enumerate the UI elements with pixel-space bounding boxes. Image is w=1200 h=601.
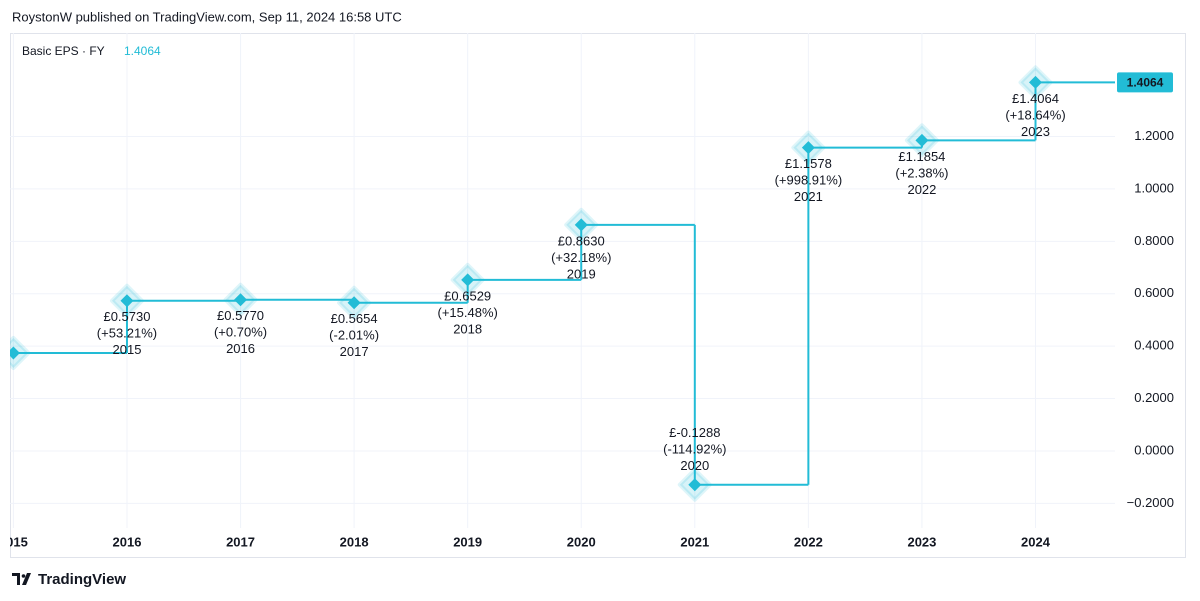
- last-value-badge: [1117, 72, 1173, 93]
- change-label: (-114.92%): [663, 442, 726, 457]
- legend-title: Basic EPS · FY: [22, 44, 105, 58]
- change-label: (+998.91%): [775, 173, 843, 188]
- chart-title: RoystonW published on TradingView.com, S…: [12, 9, 402, 24]
- x-tick-label: 2018: [340, 534, 369, 549]
- fiscal-year-label: 2021: [794, 189, 823, 204]
- point: [120, 294, 134, 308]
- y-tick-label: 0.0000: [1134, 442, 1174, 457]
- fiscal-year-label: 2023: [1021, 124, 1050, 139]
- point: [688, 478, 702, 492]
- x-tick-label: 2017: [226, 534, 255, 549]
- y-tick-label: 0.6000: [1134, 285, 1174, 300]
- y-tick-label: 0.2000: [1134, 390, 1174, 405]
- y-tick-label: −0.2000: [1127, 495, 1174, 510]
- fiscal-year-label: 2017: [340, 344, 369, 359]
- value-label: £0.5770: [217, 308, 264, 323]
- y-tick-label: 0.4000: [1134, 338, 1174, 353]
- point: [915, 133, 929, 147]
- value-label: £0.6529: [444, 288, 491, 303]
- brand-name: TradingView: [38, 571, 126, 588]
- change-label: (-2.01%): [329, 328, 379, 343]
- x-tick-label: 2023: [907, 534, 936, 549]
- fiscal-year-label: 2022: [907, 182, 936, 197]
- value-label: £0.5654: [331, 311, 378, 326]
- point: [10, 346, 20, 360]
- fiscal-year-label: 2018: [453, 321, 482, 336]
- panel-border: [10, 33, 1186, 558]
- point: [461, 273, 475, 287]
- value-label: £1.4064: [1012, 91, 1059, 106]
- change-label: (+0.70%): [214, 325, 267, 340]
- fiscal-year-label: 2020: [680, 458, 709, 473]
- change-label: (+18.64%): [1005, 107, 1065, 122]
- value-label: £-0.1288: [669, 425, 720, 440]
- value-label: £0.8630: [558, 233, 605, 248]
- value-label: £0.5730: [103, 309, 150, 324]
- brand-logo: [12, 573, 31, 585]
- change-label: (+15.48%): [438, 305, 498, 320]
- change-label: (+53.21%): [97, 326, 157, 341]
- point: [347, 296, 361, 310]
- x-tick-label: 2019: [453, 534, 482, 549]
- legend-value: 1.4064: [124, 44, 161, 58]
- y-tick-label: 0.8000: [1134, 233, 1174, 248]
- x-tick-label: 2022: [794, 534, 823, 549]
- x-tick-label: 2021: [680, 534, 709, 549]
- change-label: (+2.38%): [895, 165, 948, 180]
- x-tick-label: 2016: [113, 534, 142, 549]
- last-value-label: 1.4064: [1127, 76, 1164, 90]
- plot-area: 2015 2016 2017 2018 2019 2020 2021 2022 2023 2024…: [0, 33, 1115, 549]
- fiscal-year-label: 2015: [113, 342, 142, 357]
- point: [1029, 75, 1043, 89]
- fiscal-year-label: 2019: [567, 266, 596, 281]
- change-label: (+32.18%): [551, 250, 611, 265]
- value-label: £1.1578: [785, 156, 832, 171]
- y-tick-label: 1.0000: [1134, 180, 1174, 195]
- point: [574, 218, 588, 232]
- y-tick-label: 1.2000: [1134, 128, 1174, 143]
- x-tick-label: 2015: [0, 534, 28, 549]
- fiscal-year-label: 2016: [226, 341, 255, 356]
- x-tick-label: 2024: [1021, 534, 1051, 549]
- value-label: £1.1854: [898, 149, 945, 164]
- point: [234, 293, 248, 307]
- point: [801, 141, 815, 155]
- x-tick-label: 2020: [567, 534, 596, 549]
